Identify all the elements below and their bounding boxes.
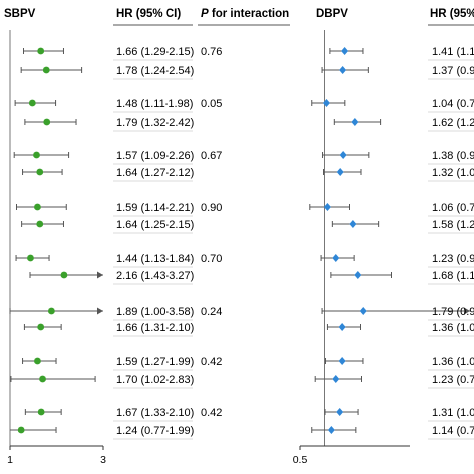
sbpv-hr-point <box>33 151 40 159</box>
dbpv-hr-point <box>339 151 347 159</box>
dbpv-hr-label: 1.58 (1.2 <box>432 219 474 231</box>
sbpv-hr-point <box>28 99 36 107</box>
dbpv-hr-point <box>338 323 346 331</box>
dbpv-ci-arrow-right <box>464 307 470 315</box>
sbpv-hr-label: 1.89 (1.00-3.58) <box>116 306 194 318</box>
sbpv-hr-label: 1.78 (1.24-2.54) <box>116 65 194 77</box>
p-interaction-value: 0.70 <box>201 253 222 265</box>
dbpv-hr-point <box>332 254 340 262</box>
sbpv-hr-point <box>36 220 44 228</box>
sbpv-hr-point <box>37 408 45 416</box>
sbpv-hr-label: 1.48 (1.11-1.98) <box>116 98 193 110</box>
sbpv-hr-label: 1.79 (1.32-2.42) <box>116 117 194 129</box>
sbpv-hr-label: 1.64 (1.25-2.15) <box>116 219 194 231</box>
p-interaction-value: 0.24 <box>201 306 222 318</box>
sbpv-hr-label: 1.66 (1.29-2.15) <box>116 46 194 58</box>
sbpv-hr-point <box>37 47 45 55</box>
sbpv-hr-point <box>43 118 51 126</box>
sbpv-hr-label: 1.70 (1.02-2.83) <box>116 374 194 386</box>
sbpv-hr-label: 1.59 (1.14-2.21) <box>116 202 194 214</box>
sbpv-hr-point <box>36 168 44 176</box>
dbpv-hr-label: 1.36 (1.0 <box>432 322 474 334</box>
dbpv-hr-label: 1.06 (0.7 <box>432 202 474 214</box>
p-header-rest: for interaction <box>209 8 290 20</box>
sbpv-hr-point <box>17 426 25 434</box>
dbpv-hr-label: 1.36 (1.0 <box>432 356 474 368</box>
dbpv-hr-point <box>336 408 344 416</box>
hr-column-header: HR (95% CI) <box>116 8 181 20</box>
p-interaction-value: 0.42 <box>201 356 222 368</box>
sbpv-hr-point <box>34 203 41 211</box>
sbpv-ci-arrow-right <box>97 271 103 279</box>
dbpv-hr-point <box>349 220 357 228</box>
sbpv-panel-title: SBPV <box>4 8 36 20</box>
sbpv-hr-label: 2.16 (1.43-3.27) <box>116 270 194 282</box>
dbpv-hr-label: 1.79 (0.9 <box>432 306 474 318</box>
dbpv-hr-label: 1.32 (1.0 <box>432 167 474 179</box>
dbpv-hr-point <box>339 66 347 74</box>
sbpv-hr-label: 1.64 (1.27-2.12) <box>116 167 194 179</box>
sbpv-hr-label: 1.44 (1.13-1.84) <box>116 253 194 265</box>
sbpv-axis-tick-label: 3 <box>100 454 106 466</box>
dbpv-hr-label: 1.04 (0.7 <box>432 98 474 110</box>
dbpv-hr-label: 1.41 (1.1 <box>432 46 474 58</box>
sbpv-hr-label: 1.59 (1.27-1.99) <box>116 356 194 368</box>
p-interaction-value: 0.42 <box>201 407 222 419</box>
p-interaction-value: 0.76 <box>201 46 222 58</box>
p-interaction-header: P for interaction <box>201 8 289 20</box>
sbpv-hr-point <box>39 375 46 383</box>
dbpv-axis-tick-label: 0.5 <box>293 454 308 466</box>
dbpv-hr-label: 1.37 (0.9 <box>432 65 474 77</box>
dbpv-hr-label: 1.68 (1.1 <box>432 270 474 282</box>
dbpv-hr-column-header: HR (95% <box>430 8 474 20</box>
p-header-italic: P <box>201 8 209 20</box>
dbpv-hr-label: 1.14 (0.7 <box>432 425 474 437</box>
sbpv-hr-label: 1.67 (1.33-2.10) <box>116 407 194 419</box>
p-interaction-value: 0.67 <box>201 150 222 162</box>
dbpv-hr-point <box>359 307 367 315</box>
sbpv-hr-point <box>27 254 34 262</box>
dbpv-hr-point <box>336 168 344 176</box>
dbpv-hr-point <box>338 357 346 365</box>
dbpv-hr-label: 1.23 (0.9 <box>432 253 474 265</box>
sbpv-axis-tick-label: 1 <box>7 454 13 466</box>
sbpv-hr-label: 1.57 (1.09-2.26) <box>116 150 194 162</box>
sbpv-hr-point <box>42 66 50 74</box>
dbpv-hr-point <box>327 426 335 434</box>
dbpv-hr-point <box>323 203 331 211</box>
dbpv-hr-label: 1.31 (1.0 <box>432 407 474 419</box>
dbpv-hr-point <box>332 375 340 383</box>
p-interaction-value: 0.05 <box>201 98 222 110</box>
p-interaction-value: 0.90 <box>201 202 222 214</box>
sbpv-hr-label: 1.66 (1.31-2.10) <box>116 322 194 334</box>
dbpv-panel-title: DBPV <box>316 8 348 20</box>
dbpv-hr-point <box>322 99 330 107</box>
dbpv-hr-label: 1.23 (0.7 <box>432 374 474 386</box>
dbpv-hr-point <box>354 271 362 279</box>
dbpv-hr-label: 1.62 (1.2 <box>432 117 474 129</box>
sbpv-hr-label: 1.24 (0.77-1.99) <box>116 425 194 437</box>
sbpv-hr-point <box>34 357 41 365</box>
sbpv-ci-arrow-right <box>97 307 103 315</box>
sbpv-hr-point <box>47 307 55 315</box>
sbpv-hr-point <box>60 271 68 279</box>
dbpv-hr-point <box>341 47 349 55</box>
dbpv-hr-point <box>351 118 359 126</box>
dbpv-hr-label: 1.38 (0.9 <box>432 150 474 162</box>
sbpv-hr-point <box>37 323 45 331</box>
